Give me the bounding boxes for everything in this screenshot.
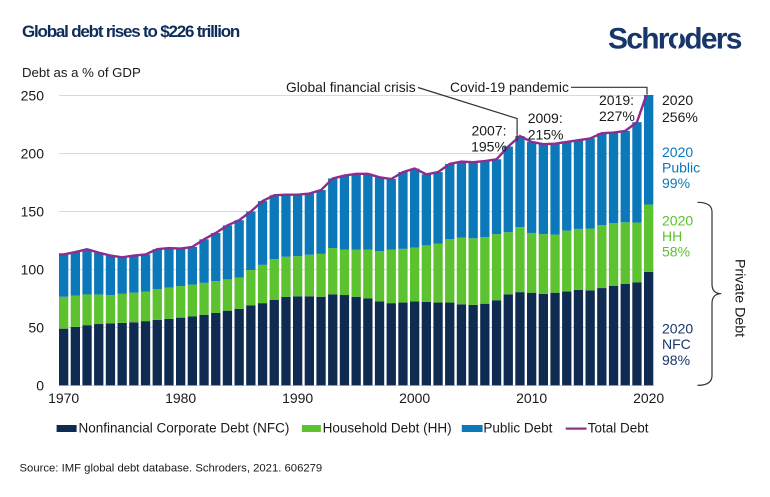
svg-text:2007:: 2007: <box>471 123 506 139</box>
svg-text:200: 200 <box>21 146 45 162</box>
svg-text:98%: 98% <box>662 352 690 368</box>
svg-text:Private Debt: Private Debt <box>732 259 748 337</box>
svg-text:Public Debt: Public Debt <box>483 421 552 436</box>
svg-text:Public: Public <box>662 160 700 176</box>
svg-text:250: 250 <box>21 88 45 104</box>
svg-text:2020: 2020 <box>662 144 693 160</box>
svg-text:150: 150 <box>21 204 45 220</box>
svg-text:Total Debt: Total Debt <box>588 421 649 436</box>
svg-text:2020: 2020 <box>633 390 664 406</box>
svg-text:227%: 227% <box>599 108 635 124</box>
svg-text:2009:: 2009: <box>528 110 563 126</box>
svg-text:0: 0 <box>36 378 44 394</box>
svg-text:Household Debt (HH): Household Debt (HH) <box>323 421 452 436</box>
svg-text:NFC: NFC <box>662 336 691 352</box>
svg-text:2000: 2000 <box>399 390 430 406</box>
svg-text:1980: 1980 <box>165 390 196 406</box>
svg-text:99%: 99% <box>662 175 690 191</box>
svg-text:195%: 195% <box>471 139 507 155</box>
svg-text:Nonfinancial Corporate Debt (N: Nonfinancial Corporate Debt (NFC) <box>79 421 290 436</box>
svg-text:Global debt rises to $226 tril: Global debt rises to $226 trillion <box>22 22 240 41</box>
svg-text:58%: 58% <box>662 244 690 260</box>
svg-text:2020: 2020 <box>662 92 693 108</box>
svg-text:2019:: 2019: <box>599 92 634 108</box>
svg-text:Global financial crisis: Global financial crisis <box>286 80 416 95</box>
svg-text:215%: 215% <box>528 127 564 143</box>
svg-text:Schroders: Schroders <box>608 23 742 56</box>
svg-text:Debt as a % of GDP: Debt as a % of GDP <box>22 65 141 80</box>
svg-text:Source: IMF global debt databa: Source: IMF global debt database. Schrod… <box>20 463 323 475</box>
svg-text:1970: 1970 <box>48 390 79 406</box>
svg-text:HH: HH <box>662 228 682 244</box>
svg-text:50: 50 <box>28 320 44 336</box>
svg-text:256%: 256% <box>662 109 698 125</box>
svg-text:2010: 2010 <box>516 390 547 406</box>
svg-text:Covid-19 pandemic: Covid-19 pandemic <box>450 80 569 95</box>
svg-text:100: 100 <box>21 262 45 278</box>
svg-text:2020: 2020 <box>662 213 693 229</box>
svg-text:2020: 2020 <box>662 321 693 337</box>
svg-text:1990: 1990 <box>282 390 313 406</box>
